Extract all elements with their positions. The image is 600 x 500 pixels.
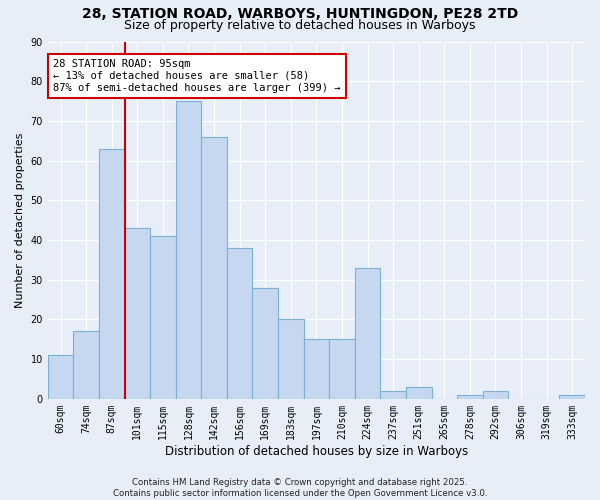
Bar <box>559 395 585 399</box>
Bar <box>457 395 482 399</box>
X-axis label: Distribution of detached houses by size in Warboys: Distribution of detached houses by size … <box>165 444 468 458</box>
Bar <box>329 340 355 399</box>
Bar <box>99 148 125 399</box>
Y-axis label: Number of detached properties: Number of detached properties <box>15 132 25 308</box>
Bar <box>482 391 508 399</box>
Bar <box>227 248 253 399</box>
Text: 28, STATION ROAD, WARBOYS, HUNTINGDON, PE28 2TD: 28, STATION ROAD, WARBOYS, HUNTINGDON, P… <box>82 8 518 22</box>
Text: Size of property relative to detached houses in Warboys: Size of property relative to detached ho… <box>124 19 476 32</box>
Bar <box>304 340 329 399</box>
Bar <box>278 320 304 399</box>
Bar <box>48 355 73 399</box>
Text: 28 STATION ROAD: 95sqm
← 13% of detached houses are smaller (58)
87% of semi-det: 28 STATION ROAD: 95sqm ← 13% of detached… <box>53 60 341 92</box>
Bar <box>150 236 176 399</box>
Bar <box>176 101 201 399</box>
Text: Contains HM Land Registry data © Crown copyright and database right 2025.
Contai: Contains HM Land Registry data © Crown c… <box>113 478 487 498</box>
Bar <box>380 391 406 399</box>
Bar <box>406 387 431 399</box>
Bar <box>253 288 278 399</box>
Bar <box>355 268 380 399</box>
Bar <box>125 228 150 399</box>
Bar <box>73 332 99 399</box>
Bar <box>201 137 227 399</box>
